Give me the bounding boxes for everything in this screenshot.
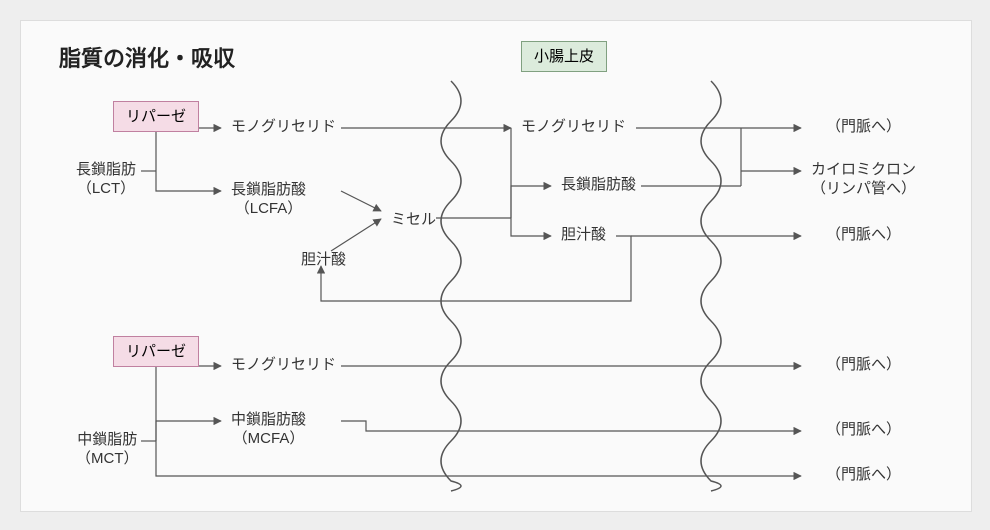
label-portal-5: （門脈へ）	[826, 466, 901, 485]
label-chylomicron: カイロミクロン（リンパ管へ）	[811, 161, 916, 199]
label-bile-acid-2: 胆汁酸	[561, 226, 606, 245]
outer-container: 脂質の消化・吸収 リパーゼ リパーゼ 小腸上皮 長鎖脂肪（LCT） 中鎖脂肪（M…	[0, 0, 990, 530]
diagram-title: 脂質の消化・吸収	[59, 41, 235, 73]
label-lcfa-2: 長鎖脂肪酸	[561, 176, 636, 195]
label-mcfa: 中鎖脂肪酸（MCFA）	[231, 411, 306, 449]
label-portal-3: （門脈へ）	[826, 356, 901, 375]
label-portal-2: （門脈へ）	[826, 226, 901, 245]
diagram-panel: 脂質の消化・吸収 リパーゼ リパーゼ 小腸上皮 長鎖脂肪（LCT） 中鎖脂肪（M…	[20, 20, 972, 512]
label-lct: 長鎖脂肪（LCT）	[76, 161, 136, 199]
epithelium-box: 小腸上皮	[521, 41, 607, 72]
label-monoglyceride-2: モノグリセリド	[521, 118, 626, 137]
label-lcfa: 長鎖脂肪酸（LCFA）	[231, 181, 306, 219]
label-portal-1: （門脈へ）	[826, 118, 901, 137]
label-monoglyceride-1: モノグリセリド	[231, 118, 336, 137]
label-monoglyceride-3: モノグリセリド	[231, 356, 336, 375]
label-portal-4: （門脈へ）	[826, 421, 901, 440]
lipase-box-1: リパーゼ	[113, 101, 199, 132]
label-mct: 中鎖脂肪（MCT）	[76, 431, 139, 469]
label-micelle: ミセル	[391, 211, 436, 230]
lipase-box-2: リパーゼ	[113, 336, 199, 367]
label-bile-acid-1: 胆汁酸	[301, 251, 346, 270]
